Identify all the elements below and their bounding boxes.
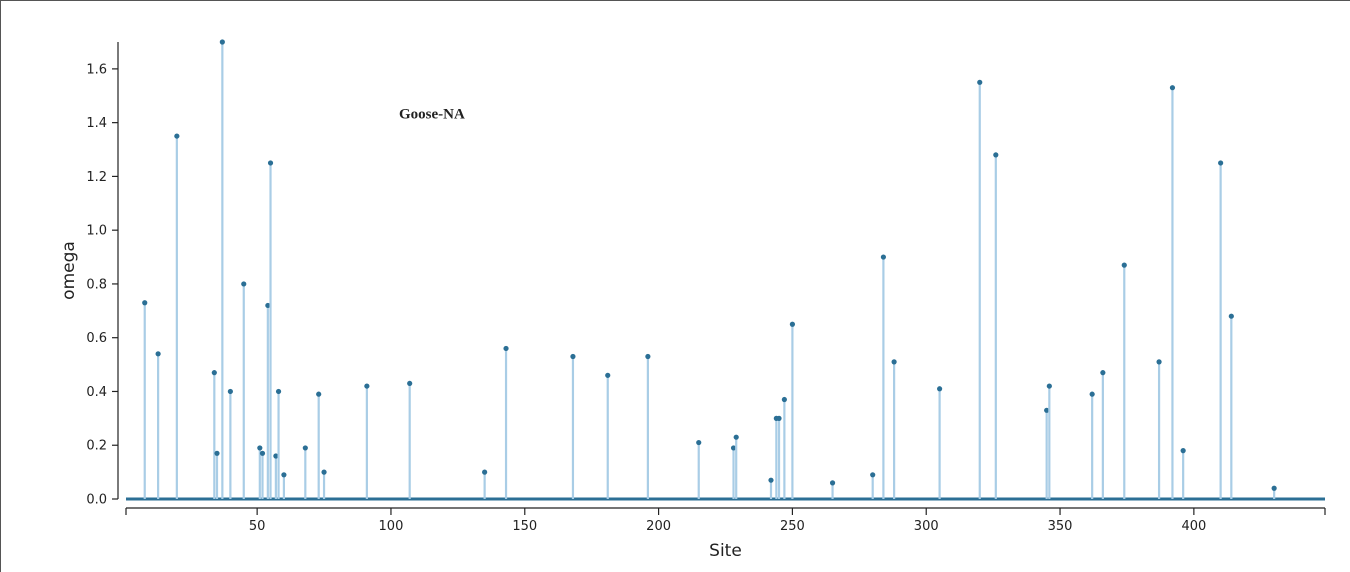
- stem-marker: [733, 434, 739, 440]
- stem-marker: [776, 415, 782, 421]
- x-axis-ticks: 50 100 150 200 250 300 350 400: [125, 508, 1326, 534]
- stem-marker: [316, 391, 322, 397]
- stem-marker: [1089, 391, 1095, 397]
- stem-marker: [1044, 407, 1050, 413]
- stem-marker: [227, 388, 233, 395]
- stem-marker: [267, 160, 274, 166]
- stem-marker: [1100, 370, 1106, 376]
- stem-marker: [870, 472, 876, 478]
- y-tick-label: 0.6: [86, 331, 107, 346]
- stem-marker: [219, 39, 225, 45]
- stem-marker: [730, 445, 737, 451]
- stem-marker: [174, 133, 180, 139]
- chart-marks: [126, 39, 1325, 501]
- y-tick-label: 1.0: [86, 224, 107, 239]
- stem-marker: [321, 469, 327, 475]
- stem-marker: [503, 345, 509, 352]
- stem-marker: [880, 254, 887, 260]
- x-tick-label: 150: [512, 519, 537, 534]
- x-tick-label: 300: [914, 519, 939, 534]
- stem-marker: [1228, 313, 1234, 319]
- stem-marker: [993, 152, 999, 158]
- y-tick-label: 0.2: [86, 439, 107, 454]
- stem-marker: [482, 469, 488, 475]
- stem-marker: [364, 383, 370, 389]
- stem-marker: [273, 453, 279, 459]
- stem-marker: [829, 480, 836, 486]
- stem-marker: [241, 281, 247, 287]
- stem-marker: [214, 450, 220, 456]
- stem-marker: [1156, 359, 1162, 365]
- stem-marker: [211, 370, 217, 376]
- stem-marker: [570, 353, 576, 360]
- x-tick-label: 250: [780, 519, 805, 534]
- stem-marker: [1046, 383, 1052, 389]
- stem-marker: [605, 372, 611, 378]
- chart-annotation: Goose-NA: [399, 107, 465, 123]
- stem-marker: [1218, 160, 1224, 166]
- stem-marker: [155, 351, 161, 357]
- x-tick-label: 100: [379, 519, 404, 534]
- y-tick-label: 0.0: [86, 493, 107, 508]
- y-axis-label: omega: [59, 241, 79, 300]
- stem-marker: [645, 353, 651, 360]
- stem-marker: [696, 439, 702, 446]
- y-axis-ticks: 0.0 0.2 0.4 0.6 0.8 1.0 1.2 1.4 1.6: [86, 62, 118, 508]
- x-tick-label: 50: [249, 519, 266, 534]
- stem-marker: [302, 445, 308, 451]
- y-tick-label: 0.8: [86, 277, 107, 292]
- stem-marker: [259, 450, 266, 456]
- stem-marker: [789, 321, 796, 327]
- x-tick-label: 400: [1181, 519, 1206, 534]
- stem-marker: [1169, 85, 1176, 91]
- stem-marker: [977, 79, 983, 85]
- stem-marker: [891, 359, 897, 365]
- x-tick-label: 200: [646, 519, 671, 534]
- stem-marker: [265, 302, 271, 309]
- stem-marker: [257, 445, 263, 451]
- y-tick-label: 1.2: [86, 170, 107, 185]
- stem-marker: [275, 388, 282, 395]
- stem-marker: [281, 472, 287, 478]
- y-tick-label: 1.6: [86, 62, 107, 77]
- y-tick-label: 1.4: [86, 116, 107, 131]
- stem-marker: [407, 380, 413, 387]
- stem-marker: [1180, 448, 1186, 454]
- stem-marker: [768, 477, 774, 483]
- x-axis-label: Site: [709, 541, 742, 561]
- stem-marker: [937, 386, 943, 392]
- stem-marker: [142, 300, 148, 306]
- stem-marker: [781, 396, 787, 403]
- stem-marker: [1271, 485, 1277, 491]
- x-tick-label: 350: [1048, 519, 1073, 534]
- y-tick-label: 0.4: [86, 385, 107, 400]
- stem-marker: [1121, 262, 1127, 268]
